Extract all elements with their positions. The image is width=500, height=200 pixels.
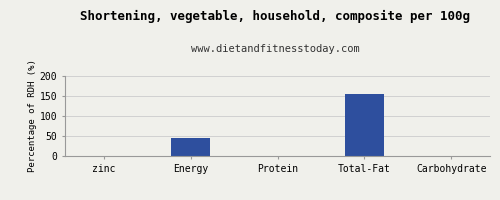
Bar [345,94,384,156]
Text: www.dietandfitnesstoday.com: www.dietandfitnesstoday.com [190,44,360,54]
Y-axis label: Percentage of RDH (%): Percentage of RDH (%) [28,60,37,172]
Text: Shortening, vegetable, household, composite per 100g: Shortening, vegetable, household, compos… [80,10,470,23]
Bar [171,138,210,156]
